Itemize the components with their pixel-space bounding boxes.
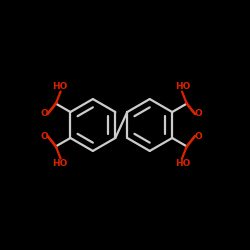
Text: HO: HO: [52, 159, 68, 168]
Text: HO: HO: [52, 82, 68, 91]
Text: O: O: [195, 132, 202, 140]
Text: O: O: [40, 132, 48, 140]
Text: O: O: [195, 110, 202, 118]
Text: HO: HO: [175, 82, 190, 91]
Text: HO: HO: [175, 159, 190, 168]
Text: O: O: [40, 110, 48, 118]
